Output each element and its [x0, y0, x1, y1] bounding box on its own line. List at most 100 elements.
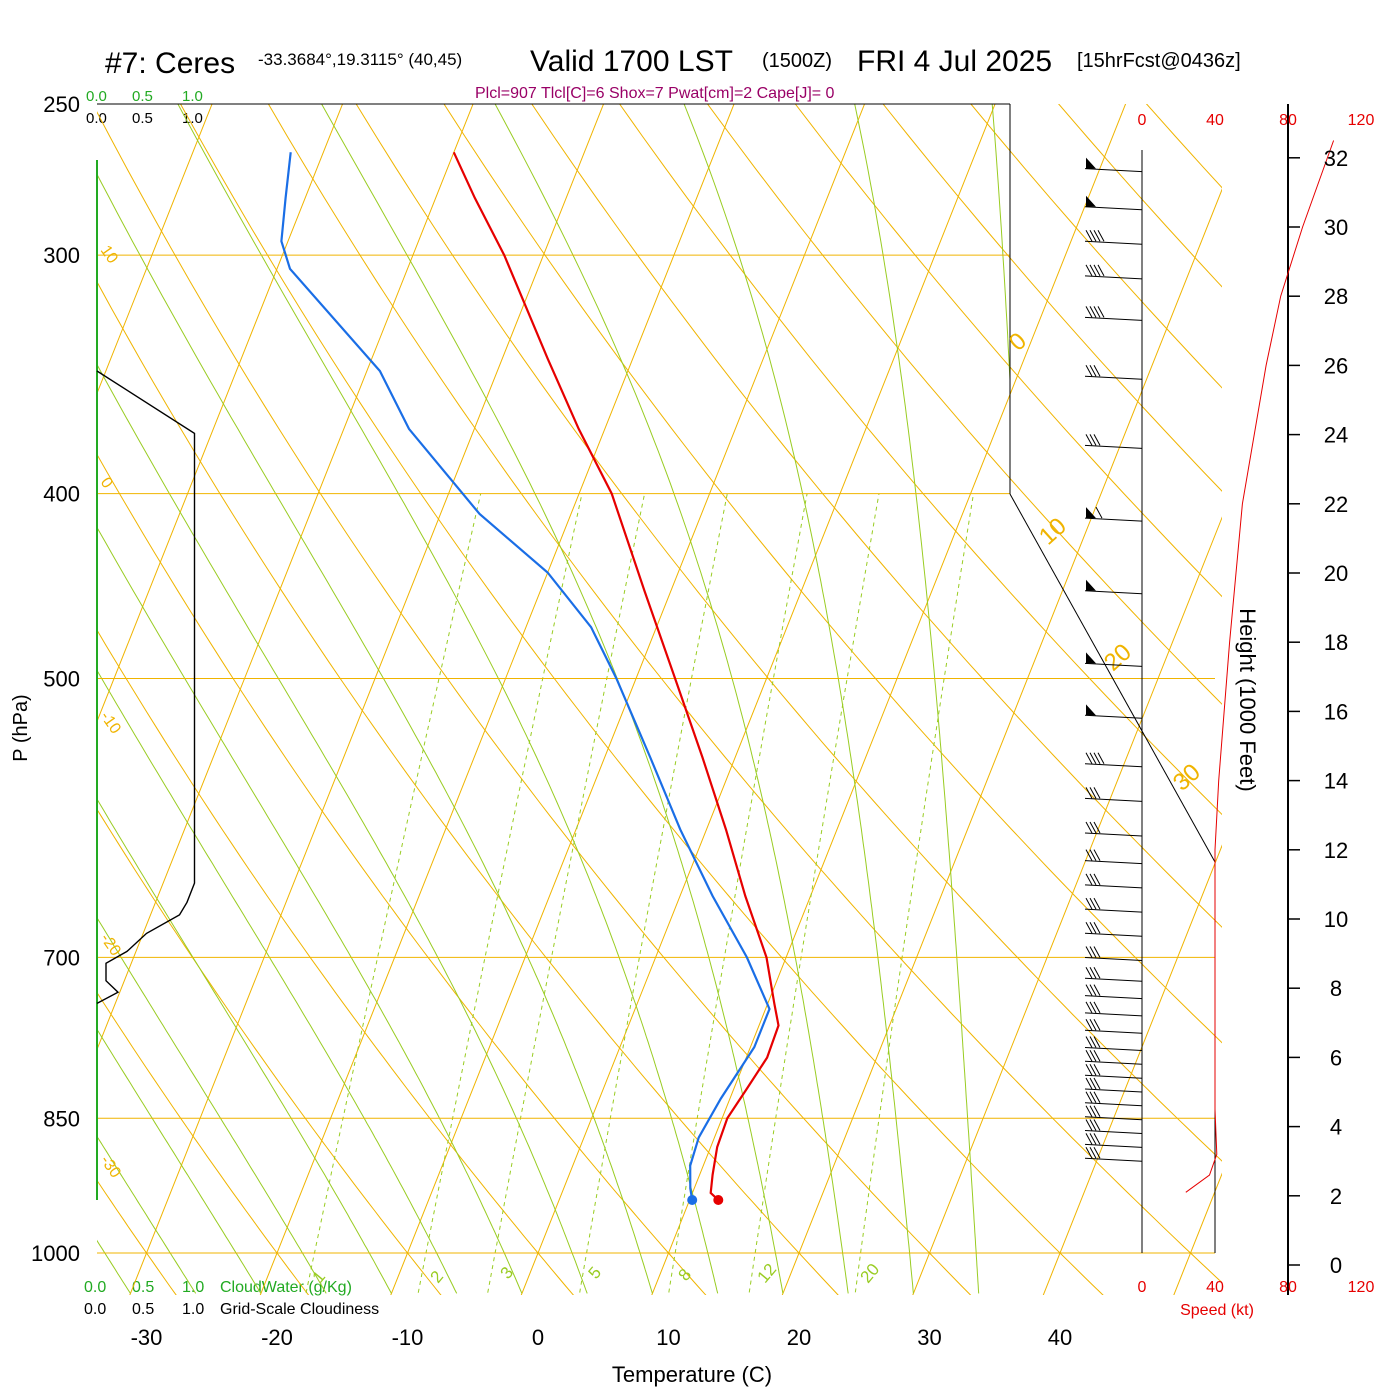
barb-staff — [1084, 1157, 1143, 1162]
barb-staff — [1084, 832, 1143, 837]
barb-feather — [1089, 1077, 1097, 1090]
barb-staff — [1084, 884, 1143, 889]
wind-barb — [1084, 967, 1143, 982]
surface-dewpoint-marker — [687, 1195, 698, 1205]
wind-barb — [1084, 946, 1143, 961]
pressure-tick-label: 850 — [43, 1106, 80, 1131]
mixing-ratio-line — [578, 493, 728, 1295]
dry-adiabats — [97, 70, 1400, 1332]
x-tick-label: 40 — [1048, 1325, 1072, 1350]
speed-tick-label-bottom: 40 — [1206, 1279, 1224, 1296]
barb-staff — [1084, 763, 1143, 768]
wind-barb — [1084, 1036, 1143, 1051]
barb-staff — [1084, 1060, 1143, 1065]
speed-tick-label-top: 40 — [1206, 112, 1224, 129]
mixing-ratio-label: 20 — [857, 1260, 884, 1287]
x-tick-label: 10 — [656, 1325, 680, 1350]
barb-feather — [1089, 434, 1097, 446]
height-tick-label: 18 — [1324, 630, 1348, 655]
forecast-run: [15hrFcst@0436z] — [1077, 50, 1241, 72]
barb-feather — [1097, 752, 1105, 765]
barb-feather — [1085, 1119, 1093, 1131]
barb-feather — [1089, 873, 1097, 886]
mixing-ratio-line — [486, 493, 646, 1295]
x-tick-label: 0 — [532, 1325, 544, 1350]
wind-barb — [1084, 434, 1143, 449]
moist-adiabat-line — [97, 526, 523, 1294]
barb-feather — [1089, 897, 1097, 910]
isotherm-line — [520, 104, 996, 1295]
barb-flag — [1086, 579, 1096, 591]
barb-feather — [1085, 230, 1093, 242]
barb-staff — [1084, 375, 1143, 380]
x-tick-label: 20 — [787, 1325, 811, 1350]
barb-feather — [1085, 1133, 1093, 1145]
stability-indices: Plcl=907 Tlcl[C]=6 Shox=7 Pwat[cm]=2 Cap… — [475, 85, 835, 102]
height-tick-label: 8 — [1330, 976, 1342, 1001]
x-tick-label: -20 — [261, 1325, 293, 1350]
barb-feather — [1089, 1146, 1097, 1159]
moist-adiabat-line — [97, 798, 392, 1294]
wind-barb — [1084, 1077, 1143, 1093]
barb-flag — [1086, 157, 1096, 169]
wind-barb — [1084, 1119, 1143, 1134]
wind-barb — [1084, 157, 1143, 173]
dry-adiabat-line — [179, 104, 1104, 1295]
barb-staff — [1084, 797, 1143, 802]
barb-staff — [1084, 1047, 1143, 1051]
barb-feather — [1085, 967, 1093, 979]
height-tick-label: 26 — [1324, 353, 1348, 378]
barb-feather — [1089, 967, 1097, 979]
barb-staff — [1084, 1012, 1143, 1017]
moist-adiabat-line — [97, 1135, 197, 1294]
speed-tick-label-bottom: 0 — [1138, 1279, 1147, 1296]
barb-staff — [1084, 1029, 1143, 1034]
barb-feather — [1093, 434, 1101, 446]
barb-staff — [1084, 662, 1143, 667]
barb-feather — [1085, 364, 1093, 377]
wind-barb — [1084, 1050, 1143, 1065]
dry-adiabat-line — [1204, 70, 1400, 1332]
mixing-ratio-line — [854, 493, 974, 1295]
wind-barb — [1084, 873, 1143, 889]
station-title: #7: Ceres — [105, 47, 235, 80]
isobars — [97, 254, 1215, 1254]
barb-feather — [1097, 230, 1105, 242]
isotherm-line — [129, 104, 605, 1295]
barb-feather — [1085, 787, 1093, 799]
barb-staff — [1084, 957, 1143, 961]
wind-barb — [1084, 306, 1143, 321]
speed-line — [1185, 140, 1335, 1193]
barb-feather — [1089, 230, 1097, 242]
height-tick-label: 0 — [1330, 1253, 1342, 1278]
wind-barb — [1084, 1133, 1143, 1148]
wind-barb — [1084, 1091, 1143, 1107]
height-tick-label: 6 — [1330, 1045, 1342, 1070]
barb-staff — [1084, 977, 1143, 982]
barb-feather — [1093, 922, 1101, 934]
barb-staff — [1084, 1130, 1143, 1134]
temperature-line — [452, 151, 780, 1201]
cloudiness-tick-bottom: 1.0 — [182, 1301, 204, 1318]
isotherm-line — [259, 104, 735, 1295]
barb-feather — [1089, 849, 1097, 861]
station-coords: -33.3684°,19.3115° (40,45) — [258, 50, 462, 69]
barb-staff — [1084, 240, 1143, 245]
barb-staff — [1084, 316, 1143, 321]
barb-feather — [1093, 1050, 1101, 1062]
barb-feather — [1085, 1001, 1093, 1014]
dry-adiabat-line — [618, 104, 1222, 816]
barb-staff — [1084, 590, 1143, 595]
dewpoint-line — [280, 152, 771, 1201]
moist-adiabat-line — [97, 173, 653, 1294]
barb-staff — [1084, 932, 1143, 937]
barb-feather — [1093, 230, 1101, 242]
barb-feather — [1093, 967, 1101, 979]
barb-feather — [1089, 1133, 1097, 1145]
dry-adiabat-line — [531, 104, 1222, 928]
barb-staff — [1084, 275, 1143, 280]
barb-feather — [1093, 821, 1101, 834]
pressure-tick-label: 1000 — [31, 1241, 80, 1266]
barb-feather — [1093, 873, 1101, 886]
wind-barb — [1084, 1018, 1143, 1034]
